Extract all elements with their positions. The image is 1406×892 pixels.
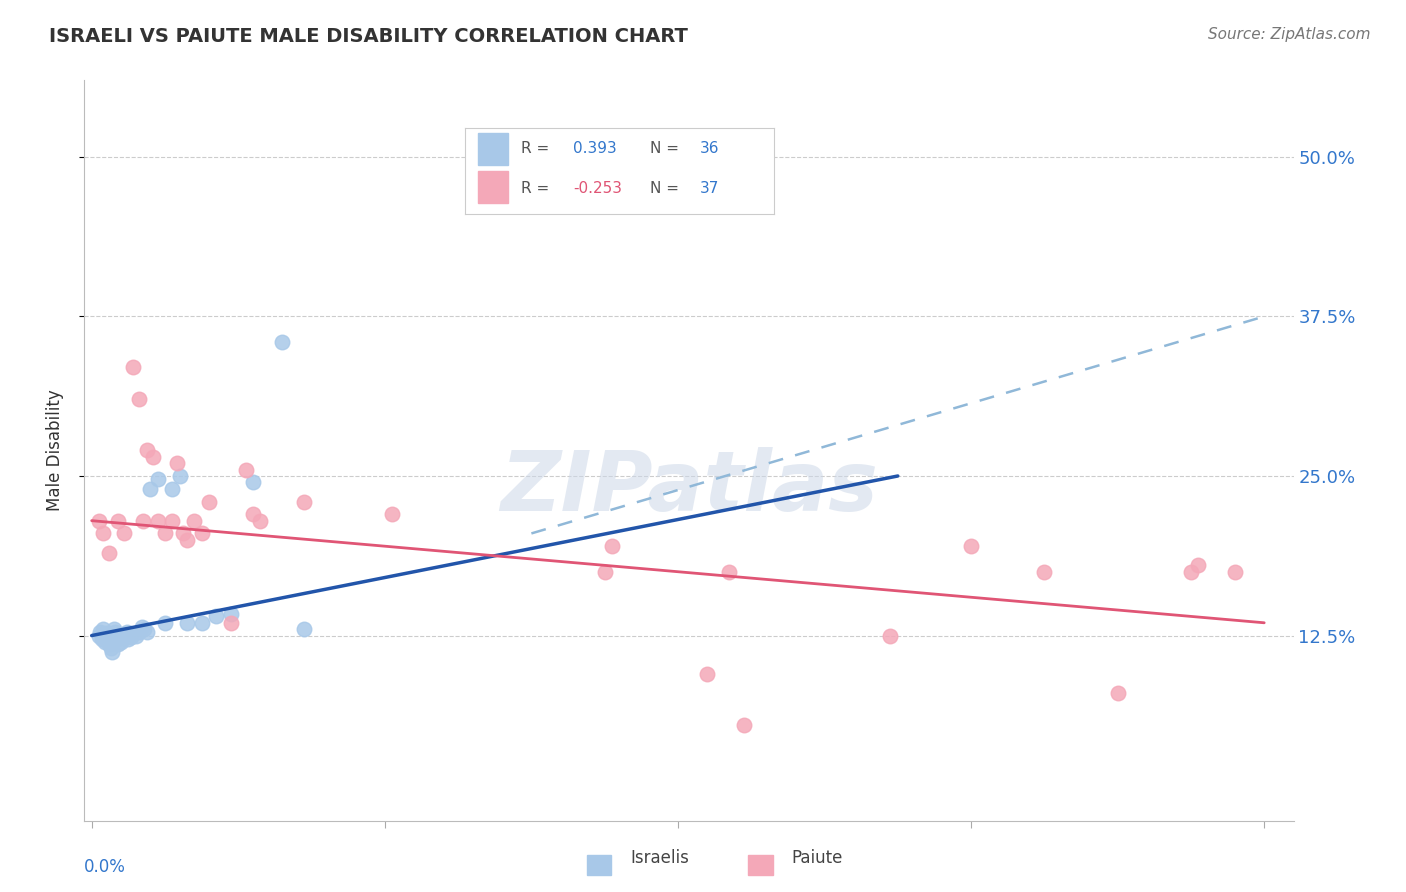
Point (292, 494, 315, 508)
Point (242, 475, 264, 490)
Point (1223, 565, 1246, 579)
Point (103, 622, 125, 636)
Point (132, 514, 155, 528)
Point (112, 627, 135, 641)
Text: Source: ZipAtlas.com: Source: ZipAtlas.com (1208, 27, 1371, 42)
Point (198, 494, 221, 508)
Point (117, 632, 139, 647)
Point (219, 615, 242, 630)
Point (87, 629, 110, 643)
Point (101, 645, 124, 659)
Point (960, 539, 983, 553)
Point (93, 526, 115, 541)
Text: 0.0%: 0.0% (84, 858, 127, 876)
Point (153, 526, 176, 541)
Point (146, 514, 169, 528)
Point (97, 630, 120, 644)
Point (162, 482, 184, 496)
Point (162, 514, 184, 528)
Point (104, 624, 127, 639)
Point (136, 624, 159, 639)
Point (1187, 558, 1209, 573)
Point (1107, 686, 1129, 700)
Point (271, 334, 294, 349)
Point (242, 508, 264, 522)
Text: Israelis: Israelis (630, 849, 689, 867)
Bar (748, 855, 773, 875)
Point (136, 443, 159, 458)
Point (120, 630, 142, 644)
Point (110, 635, 132, 649)
Y-axis label: Male Disability: Male Disability (45, 390, 63, 511)
Point (124, 629, 146, 643)
Point (89, 624, 111, 639)
Point (107, 514, 129, 528)
Point (98, 638, 121, 652)
Point (128, 392, 150, 407)
Point (112, 526, 135, 541)
Point (105, 632, 128, 647)
Point (205, 609, 228, 624)
Point (176, 615, 198, 630)
Point (146, 471, 169, 485)
Bar (586, 855, 612, 875)
Point (93, 622, 115, 636)
Point (91, 632, 114, 647)
Point (219, 607, 242, 621)
Point (600, 539, 623, 553)
Point (718, 565, 741, 579)
Text: ISRAELI VS PAIUTE MALE DISABILITY CORRELATION CHART: ISRAELI VS PAIUTE MALE DISABILITY CORREL… (49, 27, 688, 45)
Point (134, 622, 156, 636)
Point (733, 718, 755, 732)
Point (183, 514, 205, 528)
Point (190, 615, 212, 630)
Point (121, 360, 143, 375)
Point (153, 615, 176, 630)
Text: Paiute: Paiute (792, 849, 844, 867)
Point (131, 619, 153, 633)
Point (166, 456, 188, 470)
Point (107, 638, 129, 652)
Point (172, 526, 194, 541)
Point (235, 462, 257, 476)
Point (94, 635, 117, 649)
Point (249, 514, 271, 528)
Point (142, 450, 165, 464)
Point (96, 626, 118, 640)
Point (87, 514, 110, 528)
Point (1180, 565, 1202, 579)
Point (139, 482, 162, 496)
Point (593, 565, 616, 579)
Point (115, 624, 138, 639)
Point (98, 545, 121, 559)
Point (128, 624, 150, 639)
Point (169, 469, 191, 483)
Point (1033, 565, 1056, 579)
Text: ZIPatlas: ZIPatlas (501, 447, 877, 528)
Point (381, 508, 404, 522)
Point (879, 629, 901, 643)
Point (176, 533, 198, 547)
Point (100, 641, 122, 656)
Point (292, 622, 315, 636)
Point (190, 526, 212, 541)
Point (696, 666, 718, 681)
